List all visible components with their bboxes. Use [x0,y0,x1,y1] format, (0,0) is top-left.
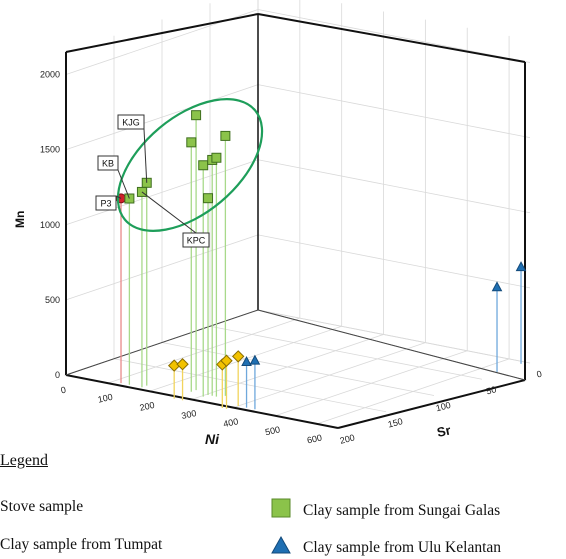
data-points [116,110,527,372]
x-tick-label: 500 [264,424,281,437]
blue-triangle-icon [271,535,291,559]
legend-item-tumpat: Clay sample from Tumpat [0,536,162,554]
data-point-diamond [176,358,189,371]
data-point-square [211,152,222,163]
callout-box [182,232,210,248]
callout-leader-line [141,191,197,234]
data-point-square [203,193,214,204]
callout-label: KPC [187,236,206,246]
callout-label: KB [102,159,114,169]
data-point-diamond [231,350,245,363]
data-point-diamond [220,354,233,367]
callout-box [95,195,117,211]
x-tick-label: 200 [139,400,156,413]
legend-item-stove: Stove sample [0,498,83,516]
legend-item-label: Clay sample from Ulu Kelantan [303,538,502,556]
legend-item-label: Stove sample [0,498,84,515]
data-point-square [186,137,197,148]
callout-leader-line [143,128,148,183]
x-tick-label: 300 [181,408,198,421]
legend-title: Legend [0,452,48,469]
callout-leader-line [115,195,122,199]
z-axis-title: Mn [13,211,27,228]
y-tick-label: 200 [339,432,356,445]
data-point-square [220,130,231,141]
x-tick-label: 400 [222,416,239,429]
z-tick-label: 0 [55,370,60,380]
green-square-icon [271,498,291,523]
z-tick-label: 1500 [40,145,60,155]
sungai-galas-cluster-ellipse [116,98,264,232]
y-tick-label: 0 [536,369,543,380]
callout-box [97,155,119,171]
x-axis-title: Ni [205,431,220,445]
y-tick-label: 150 [387,416,404,429]
legend-item-label: Clay sample from Tumpat [0,536,163,553]
legend-item-sungai-galas: Clay sample from Sungai Galas [271,498,500,523]
legend-item-label: Clay sample from Sungai Galas [303,501,501,519]
callout-leader-line [117,169,130,199]
x-tick-label: 100 [97,392,114,405]
y-axis-title: Sr [436,422,453,440]
z-tick-label: 1000 [40,220,60,230]
data-point-triangle [491,281,503,292]
data-point-square [198,160,209,171]
drop-lines [120,115,522,410]
data-point-triangle [515,261,527,272]
x-tick-label: 0 [60,385,67,396]
y-tick-label: 50 [485,384,497,396]
chart-frame [64,0,531,429]
y-tick-label: 100 [435,400,452,413]
z-tick-label: 500 [45,295,60,305]
callouts: KJG KB P3 KPC [95,114,210,248]
z-tick-label: 2000 [40,70,60,80]
callout-label: P3 [100,199,111,209]
callout-box [117,114,145,130]
x-tick-label: 600 [306,433,323,445]
callout-label: KJG [122,118,140,128]
data-point-square [191,110,202,121]
data-point-triangle [249,354,261,365]
legend-item-ulu-kelantan: Clay sample from Ulu Kelantan [271,535,502,559]
data-point-triangle [241,355,252,367]
